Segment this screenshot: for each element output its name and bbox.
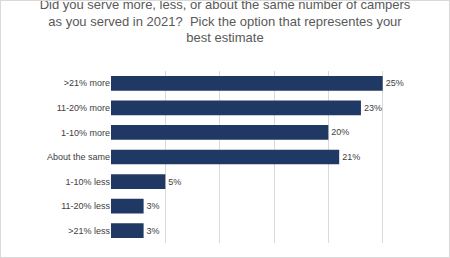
svg-text:11-20% more: 11-20% more: [57, 103, 110, 113]
svg-text:23%: 23%: [364, 103, 382, 113]
svg-text:>21% less: >21% less: [68, 226, 110, 236]
svg-text:3%: 3%: [147, 226, 160, 236]
svg-text:About the same: About the same: [47, 152, 110, 162]
svg-text:11-20% less: 11-20% less: [61, 201, 110, 211]
svg-text:21%: 21%: [342, 152, 360, 162]
svg-text:1-10% more: 1-10% more: [61, 128, 110, 138]
svg-text:>21% more: >21% more: [64, 78, 110, 88]
svg-text:5%: 5%: [168, 177, 181, 187]
svg-text:3%: 3%: [147, 201, 160, 211]
svg-text:20%: 20%: [331, 127, 349, 137]
svg-text:Did you serve more, less, or a: Did you serve more, less, or about the s…: [40, 1, 411, 45]
svg-text:1-10% less: 1-10% less: [65, 177, 110, 187]
svg-text:25%: 25%: [386, 78, 404, 88]
